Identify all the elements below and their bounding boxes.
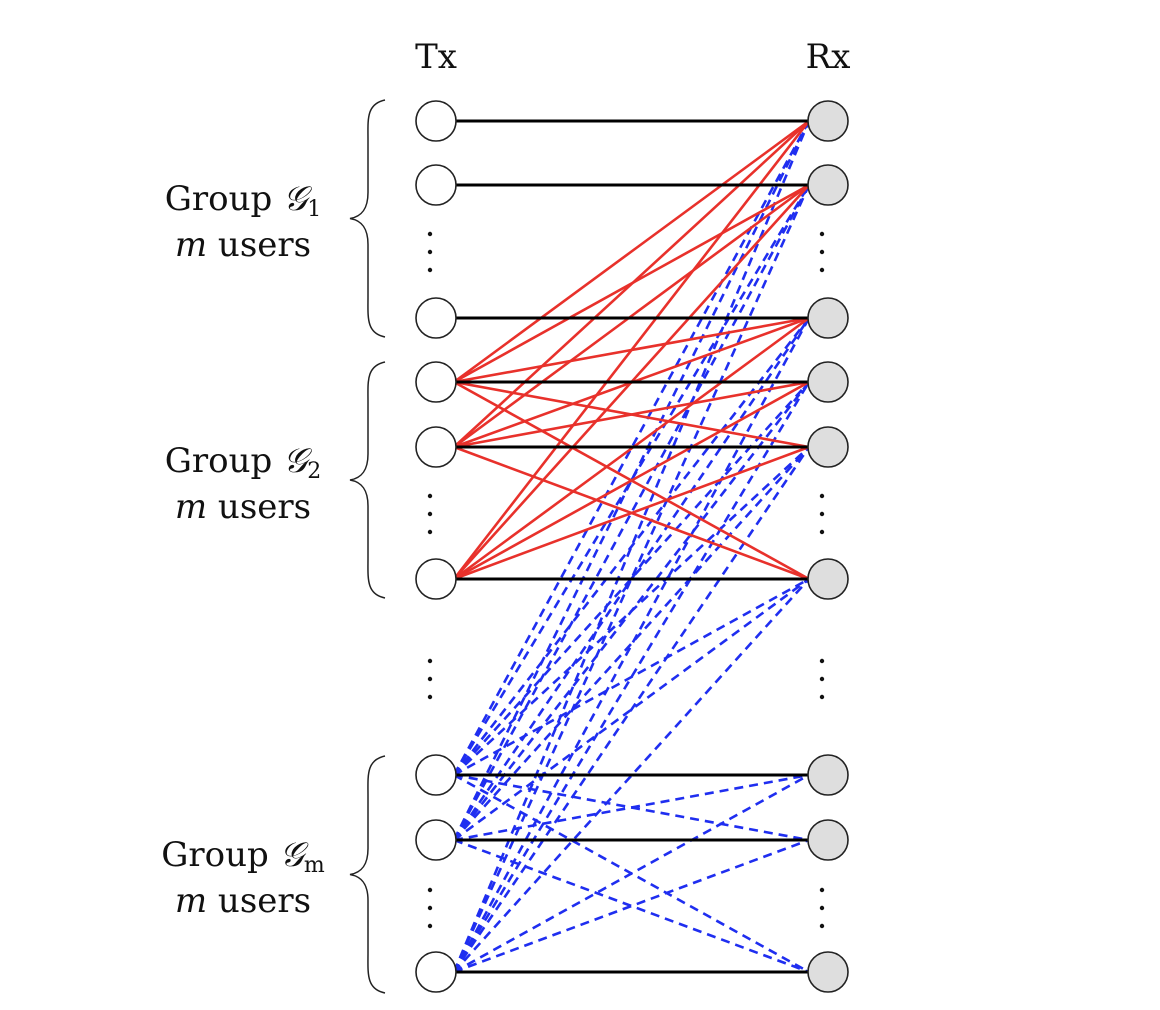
group-2-title: Group 𝒢2: [165, 441, 322, 484]
rx-node-g2-1: [807, 361, 849, 403]
blue-interference-link: [453, 578, 810, 973]
tx-vertical-ellipsis: [427, 493, 433, 499]
rx-vertical-ellipsis: [819, 511, 825, 517]
tx-node-g2-1: [415, 361, 457, 403]
red-interference-link: [453, 119, 810, 384]
tx-node-g2-3: [415, 558, 457, 600]
tx-node-g3-3: [415, 951, 457, 993]
rx-vertical-ellipsis: [819, 887, 825, 893]
blue-interference-link: [452, 381, 811, 841]
direct-links: [454, 119, 809, 974]
nodes: [415, 100, 849, 993]
group-m-title: Group 𝒢m: [161, 835, 325, 878]
vertical-ellipses: [427, 231, 825, 929]
group-2-brace: [349, 361, 386, 599]
tx-vertical-ellipsis: [427, 887, 433, 893]
rx-groups-ellipsis: [819, 694, 825, 700]
blue-interference-link: [452, 317, 811, 973]
group-braces: [349, 99, 386, 994]
tx-vertical-ellipsis: [427, 511, 433, 517]
rx-node-g3-1: [807, 754, 849, 796]
inter-group-interference-links: [452, 120, 811, 974]
blue-interference-link: [453, 446, 810, 841]
blue-interference-link: [452, 120, 811, 841]
tx-vertical-ellipsis: [427, 529, 433, 535]
blue-interference-link: [452, 184, 811, 841]
tx-vertical-ellipsis: [427, 905, 433, 911]
red-interference-link: [452, 120, 811, 580]
tx-groups-ellipsis: [427, 658, 433, 664]
blue-interference-link: [452, 317, 811, 776]
tx-node-g3-2: [415, 819, 457, 861]
rx-node-g1-3: [807, 297, 849, 339]
group-2-count: m users: [175, 487, 311, 527]
blue-interference-link: [452, 381, 811, 973]
rx-node-g1-1: [807, 100, 849, 142]
rx-vertical-ellipsis: [819, 529, 825, 535]
red-interference-link: [453, 380, 810, 449]
tx-column-label: Tx: [415, 37, 457, 77]
tx-node-g1-2: [415, 164, 457, 206]
rx-node-g2-2: [807, 426, 849, 468]
tx-vertical-ellipsis: [427, 267, 433, 273]
group-m-brace: [349, 755, 386, 994]
rx-vertical-ellipsis: [819, 905, 825, 911]
group-m-count: m users: [175, 881, 311, 921]
tx-node-g2-2: [415, 426, 457, 468]
tx-vertical-ellipsis: [427, 923, 433, 929]
tx-node-g1-3: [415, 297, 457, 339]
tx-groups-ellipsis: [427, 694, 433, 700]
blue-interference-link: [452, 184, 811, 776]
blue-interference-link: [452, 446, 811, 973]
blue-interference-link: [453, 577, 810, 842]
blue-interference-link: [453, 838, 810, 974]
tx-node-g3-1: [415, 754, 457, 796]
tx-vertical-ellipsis: [427, 249, 433, 255]
rx-vertical-ellipsis: [819, 231, 825, 237]
rx-vertical-ellipsis: [819, 249, 825, 255]
red-interference-link: [453, 183, 810, 449]
red-interference-link: [453, 380, 810, 581]
intra-group-interference-links: [452, 119, 811, 581]
rx-vertical-ellipsis: [819, 923, 825, 929]
rx-node-g3-2: [807, 819, 849, 861]
tx-groups-ellipsis: [427, 676, 433, 682]
rx-node-g3-3: [807, 951, 849, 993]
rx-column-label: Rx: [806, 37, 851, 77]
rx-vertical-ellipsis: [819, 493, 825, 499]
group-1-brace: [349, 99, 386, 338]
group-1-title: Group 𝒢1: [165, 179, 322, 222]
red-interference-link: [453, 445, 810, 581]
blue-interference-link: [453, 577, 810, 777]
rx-groups-ellipsis: [819, 658, 825, 664]
group-1-count: m users: [175, 225, 311, 265]
red-interference-link: [453, 120, 810, 448]
tx-vertical-ellipsis: [427, 231, 433, 237]
rx-groups-ellipsis: [819, 676, 825, 682]
tx-node-g1-1: [415, 100, 457, 142]
rx-node-g2-3: [807, 558, 849, 600]
rx-node-g1-2: [807, 164, 849, 206]
rx-vertical-ellipsis: [819, 267, 825, 273]
blue-interference-link: [452, 120, 811, 973]
blue-interference-link: [453, 773, 810, 974]
